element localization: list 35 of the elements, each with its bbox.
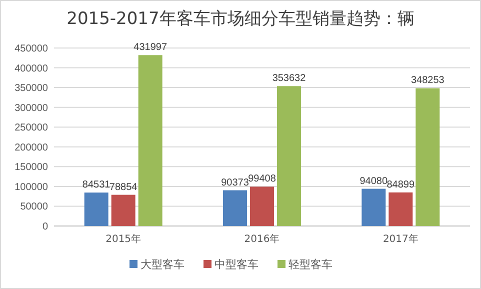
chart-title: 2015-2017年客车市场细分车型销量趋势：辆 (66, 9, 414, 29)
bar (388, 192, 413, 226)
data-label: 348253 (410, 75, 445, 86)
data-label: 99408 (248, 174, 276, 185)
data-label: 84899 (386, 179, 416, 190)
y-tick-label: 350000 (14, 83, 48, 94)
y-tick-label: 0 (42, 222, 48, 232)
y-tick-label: 150000 (14, 162, 48, 174)
x-tick-label: 2015年 (106, 233, 142, 245)
data-label: 353632 (272, 73, 306, 84)
y-tick-label: 300000 (14, 102, 48, 114)
y-tick-label: 250000 (14, 122, 48, 134)
bar (111, 194, 136, 226)
x-tick-label: 2016年 (244, 233, 280, 245)
y-tick-label: 400000 (14, 63, 48, 74)
data-label: 90373 (221, 177, 250, 188)
y-tick-label: 200000 (14, 142, 48, 154)
legend-label: 大型客车 (140, 258, 184, 271)
bar (84, 192, 108, 226)
y-tick-label: 450000 (14, 44, 48, 54)
bar (138, 55, 162, 226)
data-label: 94080 (360, 176, 388, 187)
bar (416, 88, 440, 226)
bar (223, 190, 247, 226)
bar (250, 186, 274, 226)
y-tick-label: 100000 (14, 182, 48, 193)
legend-label: 中型客车 (214, 258, 258, 271)
x-tick-label: 2017年 (382, 233, 418, 245)
legend-label: 轻型客车 (288, 258, 332, 271)
data-label: 431997 (134, 42, 168, 54)
bar (362, 188, 386, 226)
y-tick-label: 50000 (20, 202, 48, 213)
bar (277, 86, 301, 226)
data-label: 84531 (82, 180, 111, 191)
data-label: 78854 (109, 182, 138, 193)
